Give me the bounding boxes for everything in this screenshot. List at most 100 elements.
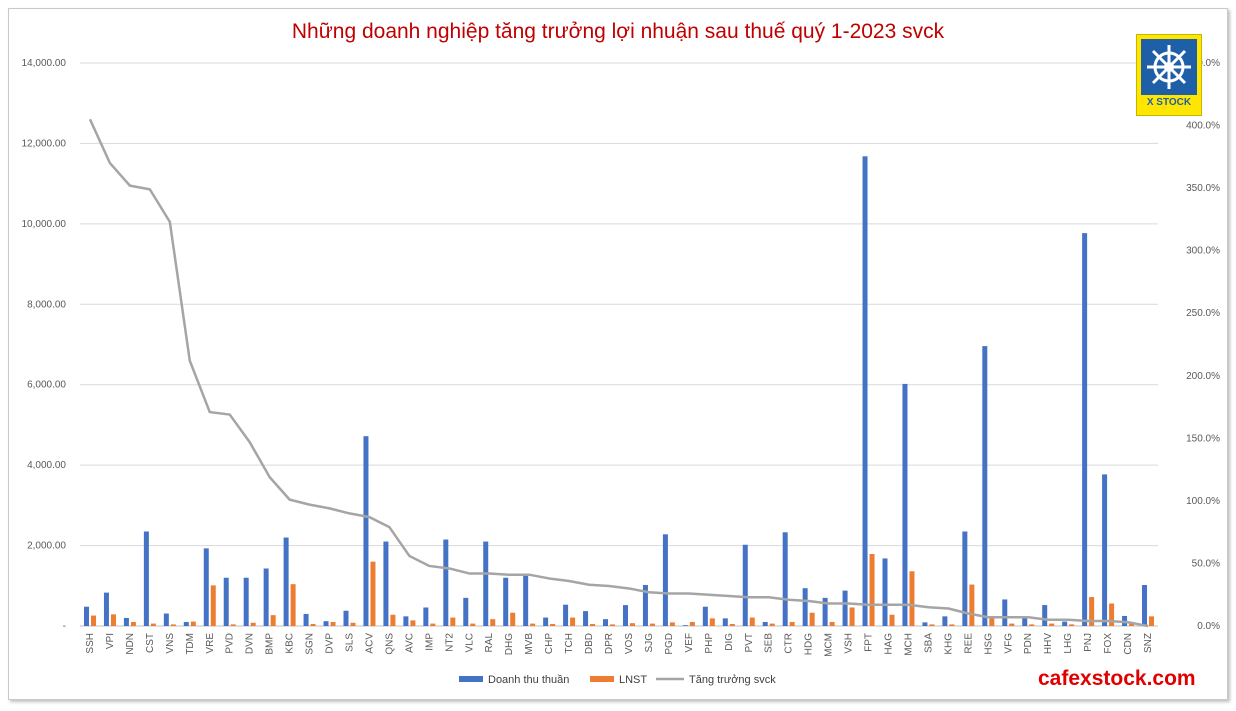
bar-doanh-thu-thuan [483, 541, 489, 626]
legend-swatch-lnst [590, 676, 614, 682]
x-category-label: NT2 [444, 633, 455, 652]
bar-doanh-thu-thuan [882, 558, 888, 626]
bar-doanh-thu-thuan [283, 537, 289, 626]
bar-doanh-thu-thuan [782, 532, 788, 626]
bar-doanh-thu-thuan [383, 541, 389, 626]
x-category-label: FPT [864, 633, 875, 652]
x-category-label: HSG [983, 633, 994, 655]
bar-lnst [430, 623, 436, 626]
bar-doanh-thu-thuan [163, 613, 169, 626]
x-category-label: SNZ [1143, 633, 1154, 653]
x-category-label: DVN [245, 633, 256, 654]
x-category-label: CDN [1123, 633, 1134, 655]
x-category-label: SEB [764, 633, 775, 653]
x-category-label: SGN [305, 633, 316, 655]
x-category-label: SLS [345, 633, 356, 652]
bar-lnst [190, 621, 196, 626]
bar-lnst [590, 623, 596, 626]
xstock-logo: X STOCK [1136, 34, 1202, 116]
bar-lnst [809, 612, 815, 626]
x-category-label: PGD [664, 633, 675, 655]
x-category-label: VLC [464, 633, 475, 652]
line-tang-truong-svck [88, 118, 1149, 628]
bar-doanh-thu-thuan [902, 383, 908, 626]
x-category-label: REE [963, 633, 974, 654]
x-category-label: MCM [824, 633, 835, 657]
bar-lnst [250, 622, 256, 626]
watermark: cafexstock.com [1038, 667, 1196, 690]
bar-doanh-thu-thuan [962, 531, 968, 626]
bar-doanh-thu-thuan [822, 597, 828, 626]
x-category-label: HHV [1043, 633, 1054, 654]
bar-doanh-thu-thuan [443, 539, 449, 626]
bar-lnst [1049, 623, 1055, 626]
bar-lnst [869, 554, 875, 626]
x-category-label: AVC [404, 633, 415, 653]
bar-doanh-thu-thuan [742, 544, 748, 626]
x-category-label: DHG [504, 633, 515, 655]
bar-doanh-thu-thuan [1022, 618, 1028, 626]
bar-lnst [669, 622, 675, 626]
x-category-label: PDN [1023, 633, 1034, 654]
bar-doanh-thu-thuan [303, 613, 309, 626]
bar-doanh-thu-thuan [722, 618, 728, 626]
bar-doanh-thu-thuan [1042, 605, 1048, 626]
bar-doanh-thu-thuan [622, 605, 628, 626]
bar-doanh-thu-thuan [563, 604, 569, 626]
x-category-label: DIG [724, 633, 735, 651]
y-left-tick-label: 12,000.00 [22, 138, 67, 149]
x-category-label: CST [145, 633, 156, 653]
bar-lnst [450, 617, 456, 626]
bar-lnst [110, 614, 116, 626]
bar-lnst [909, 571, 915, 626]
x-category-label: DBD [584, 633, 595, 654]
x-category-label: VFG [1003, 633, 1014, 654]
y-left-tick-label: 4,000.00 [27, 460, 66, 471]
x-category-label: DPR [604, 633, 615, 654]
bar-doanh-thu-thuan [403, 616, 409, 626]
x-category-label: MCH [903, 633, 914, 656]
bar-lnst [410, 620, 416, 626]
x-category-label: TDM [185, 633, 196, 655]
bar-lnst [150, 623, 156, 626]
bar-doanh-thu-thuan [942, 616, 948, 626]
bar-doanh-thu-thuan [143, 531, 149, 626]
bar-doanh-thu-thuan [1062, 621, 1068, 626]
bar-lnst [829, 621, 835, 626]
bar-lnst [390, 614, 396, 626]
x-category-label: VRE [205, 633, 216, 654]
y-left-tick-label: 2,000.00 [27, 541, 66, 552]
y-right-tick-label: 300.0% [1186, 246, 1220, 257]
y-left-tick-label: 10,000.00 [22, 219, 67, 230]
bar-lnst [230, 624, 236, 626]
x-category-label: CTR [784, 633, 795, 654]
x-category-label: PVD [225, 633, 236, 654]
bar-doanh-thu-thuan [363, 436, 369, 626]
bar-lnst [1129, 623, 1135, 626]
bar-lnst [1069, 624, 1075, 626]
x-category-label: IMP [424, 633, 435, 651]
x-category-label: ACV [364, 633, 375, 654]
bar-doanh-thu-thuan [183, 621, 189, 626]
bar-doanh-thu-thuan [1142, 584, 1148, 626]
ship-wheel-icon [1141, 39, 1197, 95]
bar-lnst [889, 614, 895, 626]
bar-lnst [570, 617, 576, 626]
bar-lnst [90, 615, 96, 626]
legend-label-tang-truong-svck: Tăng trưởng svck [689, 674, 776, 686]
x-category-label: VPI [105, 633, 116, 649]
bar-doanh-thu-thuan [802, 588, 808, 626]
bar-doanh-thu-thuan [682, 625, 688, 626]
bar-doanh-thu-thuan [203, 548, 209, 626]
bar-lnst [330, 621, 336, 626]
bar-doanh-thu-thuan [83, 606, 89, 626]
y-right-tick-label: 0.0% [1197, 621, 1220, 632]
bar-lnst [629, 623, 635, 626]
bar-doanh-thu-thuan [762, 621, 768, 626]
x-category-label: DVP [325, 633, 336, 654]
bar-lnst [949, 624, 955, 626]
bar-doanh-thu-thuan [1002, 599, 1008, 626]
bar-lnst [1109, 603, 1115, 626]
x-category-label: VEF [684, 633, 695, 652]
x-category-label: NDN [125, 633, 136, 655]
